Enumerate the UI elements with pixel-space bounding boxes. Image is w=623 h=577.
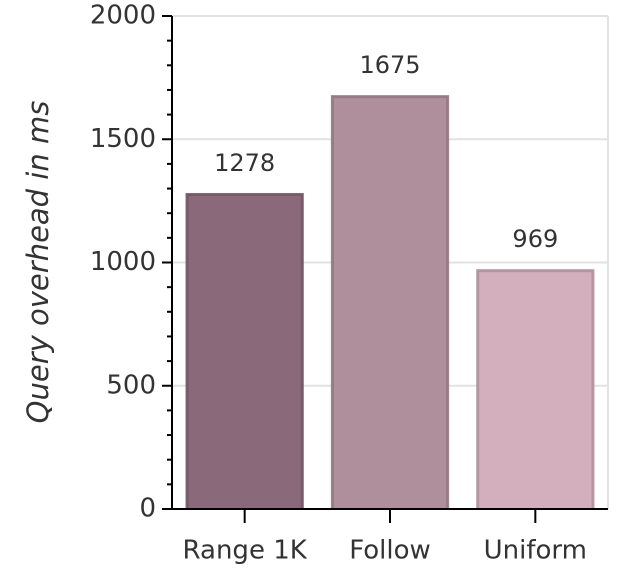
y-tick-label: 500 xyxy=(106,370,156,400)
value-label: 1675 xyxy=(359,51,420,79)
x-tick-label: Range 1K xyxy=(183,536,308,566)
bar-fill xyxy=(479,272,592,509)
y-axis-label: Query overhead in ms xyxy=(21,101,55,424)
bar-fill xyxy=(333,98,447,510)
y-tick-label: 1500 xyxy=(90,124,156,154)
y-tick-label: 1000 xyxy=(90,247,156,277)
y-tick-label: 0 xyxy=(139,494,156,524)
value-label: 1278 xyxy=(214,149,275,177)
x-tick-label: Uniform xyxy=(484,536,587,566)
x-tick-label: Follow xyxy=(349,536,431,566)
value-label: 969 xyxy=(512,225,558,253)
y-tick-label: 2000 xyxy=(90,1,156,31)
bar-fill xyxy=(188,195,301,509)
